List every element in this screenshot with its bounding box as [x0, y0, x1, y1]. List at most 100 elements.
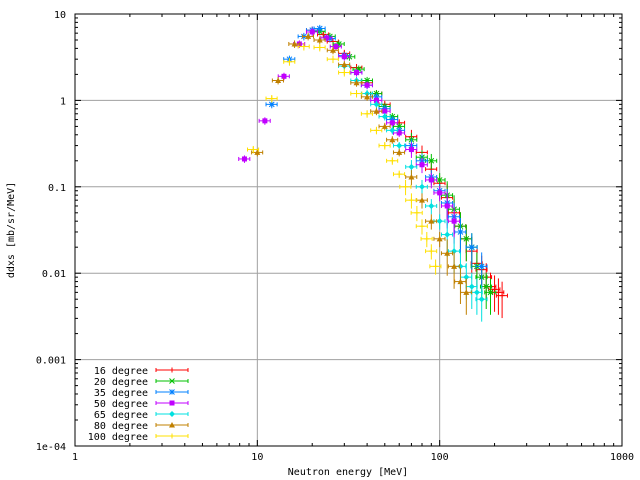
data-marker: [428, 157, 435, 164]
data-marker: [169, 433, 175, 439]
legend-label: 100 degree: [88, 432, 148, 443]
grid: [75, 14, 622, 446]
data-marker: [468, 244, 475, 251]
data-marker: [418, 197, 425, 203]
x-tick-label: 100: [431, 452, 449, 463]
data-marker: [428, 177, 434, 183]
data-marker: [169, 367, 175, 373]
y-tick-label: 1: [60, 96, 66, 107]
data-marker: [396, 171, 402, 177]
data-marker: [268, 101, 275, 108]
data-marker: [451, 218, 457, 224]
data-marker: [169, 422, 175, 428]
data-marker: [419, 223, 425, 229]
data-marker: [463, 235, 470, 242]
legend-label: 50 degree: [94, 399, 148, 410]
legend-label: 16 degree: [94, 366, 148, 377]
data-marker: [408, 173, 415, 180]
data-marker: [241, 156, 247, 162]
axis-ticks: 1 10 100 1000 1e-04 0.001 0.01 0.1 1 10: [36, 10, 634, 463]
data-marker: [329, 47, 336, 53]
data-marker: [428, 218, 435, 224]
plot-frame: [74, 13, 623, 447]
data-marker: [254, 149, 261, 155]
data-marker: [382, 108, 388, 114]
data-marker: [320, 31, 326, 37]
data-marker: [291, 40, 298, 47]
data-marker: [305, 33, 312, 39]
data-marker: [327, 35, 333, 42]
data-marker: [354, 70, 360, 76]
data-marker: [492, 286, 498, 292]
legend-label: 65 degree: [94, 410, 148, 421]
data-marker: [444, 203, 450, 209]
data-marker: [364, 111, 370, 117]
data-marker: [457, 263, 464, 270]
data-marker: [364, 93, 371, 100]
data-marker: [382, 143, 388, 149]
data-marker: [437, 190, 443, 196]
data-marker: [444, 250, 451, 256]
data-marker: [262, 118, 268, 124]
data-marker: [457, 229, 464, 235]
data-marker: [333, 44, 339, 50]
data-marker: [463, 289, 470, 295]
y-tick-label: 0.1: [48, 183, 66, 194]
data-marker: [269, 96, 275, 102]
data-marker: [389, 120, 395, 126]
data-marker: [281, 73, 287, 79]
data-marker: [414, 210, 420, 216]
data-marker: [424, 236, 430, 242]
legend-label: 20 degree: [94, 377, 148, 388]
data-marker: [373, 108, 380, 114]
series-20-degree: [313, 27, 497, 315]
data-marker: [341, 61, 348, 68]
y-tick-label: 1e-04: [36, 442, 66, 453]
data-marker: [316, 25, 323, 32]
data-marker: [428, 202, 435, 209]
data-marker: [396, 142, 403, 149]
data-marker: [353, 79, 360, 86]
data-marker: [316, 37, 323, 43]
data-marker: [330, 56, 336, 62]
data-marker: [436, 218, 443, 225]
data-marker: [169, 389, 175, 395]
data-marker: [373, 127, 379, 133]
data-series: [238, 24, 508, 322]
data-marker: [250, 147, 256, 153]
x-tick-label: 1: [72, 452, 78, 463]
y-tick-label: 0.001: [36, 356, 66, 367]
data-marker: [389, 158, 395, 164]
data-marker: [389, 127, 396, 134]
data-marker: [487, 289, 494, 296]
data-marker: [396, 149, 403, 155]
data-marker: [364, 82, 370, 88]
data-marker: [463, 274, 470, 281]
data-marker: [436, 235, 443, 242]
data-marker: [433, 263, 439, 269]
y-axis-label: ddxs [mb/sr/MeV]: [6, 182, 17, 278]
data-marker: [341, 54, 347, 60]
data-marker: [341, 70, 347, 76]
x-tick-label: 1000: [610, 452, 634, 463]
data-marker: [408, 197, 414, 203]
data-marker: [495, 289, 501, 295]
series-65-degree: [338, 62, 488, 322]
data-marker: [324, 35, 330, 41]
data-marker: [354, 91, 360, 97]
data-marker: [451, 263, 458, 269]
data-marker: [403, 184, 409, 190]
data-marker: [389, 136, 396, 143]
data-marker: [436, 177, 443, 183]
data-marker: [408, 163, 415, 170]
data-marker: [444, 231, 451, 238]
y-tick-label: 0.01: [42, 269, 66, 280]
x-tick-label: 10: [251, 452, 263, 463]
legend-label: 80 degree: [94, 421, 148, 432]
data-marker: [169, 411, 175, 417]
data-marker: [381, 123, 388, 129]
data-marker: [428, 248, 434, 254]
